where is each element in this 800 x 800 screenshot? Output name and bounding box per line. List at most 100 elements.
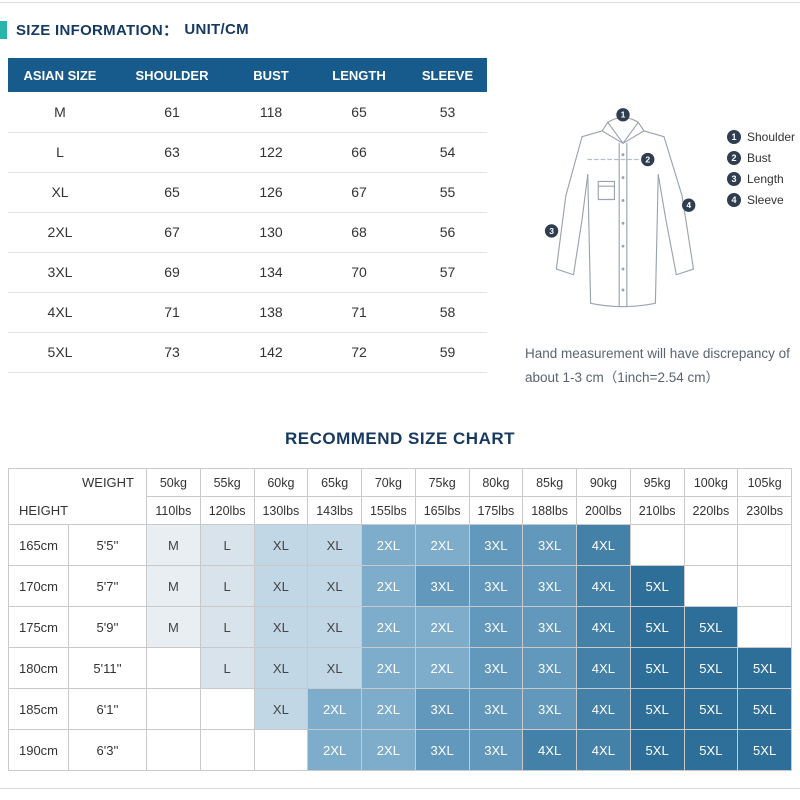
length-callout-number: 3 [549, 226, 554, 236]
length-cell: 68 [310, 212, 408, 253]
size-cell: XL [253, 606, 309, 648]
size-cell: XL [307, 565, 362, 607]
measure-legend: 1 Shoulder 2 Bust 3 Length 4 Sleeve [727, 130, 795, 214]
legend-item-bust: 2 Bust [727, 151, 795, 165]
size-cell: 2XL [361, 606, 416, 648]
size-table-header-row: ASIAN SIZE SHOULDER BUST LENGTH SLEEVE [8, 58, 487, 92]
measurement-diagram: 1 2 3 4 1 Shoulder 2 Bust 3 Length 4 Sle… [505, 100, 800, 405]
top-divider [0, 2, 800, 3]
bust-cell: 130 [232, 212, 310, 253]
shoulder-cell: 61 [112, 92, 232, 133]
size-cell: 2XL [361, 688, 416, 730]
legend-item-length: 3 Length [727, 172, 795, 186]
height-ft-cell: 5'9'' [68, 606, 147, 648]
measurement-note: Hand measurement will have discrepancy o… [525, 342, 800, 391]
size-cell: 2XL [361, 729, 416, 771]
size-cell: 3XL [522, 524, 577, 566]
size-cell: 2XL [361, 524, 416, 566]
height-axis-label: HEIGHT [19, 503, 69, 518]
size-cell: 2XL [361, 647, 416, 689]
size-cell [199, 688, 255, 730]
size-cell: 5XL [683, 606, 739, 648]
weight-axis-label: WEIGHT [82, 475, 134, 490]
height-ft-cell: 6'1'' [68, 688, 147, 730]
height-ft-cell: 5'11'' [68, 647, 147, 689]
weight-lbs-header: 155lbs [361, 496, 416, 525]
size-cell [683, 565, 739, 607]
weight-lbs-header: 130lbs [253, 496, 309, 525]
callout-badges: 1 2 3 4 [544, 108, 696, 238]
shoulder-cell: 69 [112, 252, 232, 293]
size-cell: 2XL [361, 565, 416, 607]
shirt-body [587, 174, 659, 308]
size-cell: 4XL [576, 729, 631, 771]
sleeve-cell: 59 [408, 332, 487, 373]
size-cell: L [199, 606, 255, 648]
size-cell: 5XL [629, 565, 685, 607]
shoulder-column-header: SHOULDER [112, 58, 232, 92]
size-cell [737, 565, 792, 607]
recommend-row: 190cm 6'3'' 2XL 2XL 3XL 3XL 4XL 4XL 5XL 5XL 5XL [8, 729, 792, 771]
height-ft-cell: 6'3'' [68, 729, 147, 771]
shirt-placket [618, 142, 628, 307]
sleeve-cell: 58 [408, 292, 487, 333]
weight-kg-header: 70kg [361, 468, 416, 497]
size-cell: 2XL [307, 729, 362, 771]
size-cell: 5XL [629, 729, 685, 771]
size-cell: 3XL [468, 606, 524, 648]
size-cell: 3XL [414, 688, 470, 730]
size-cell: 5XL [737, 647, 792, 689]
height-cm-cell: 180cm [8, 647, 69, 689]
bust-column-header: BUST [232, 58, 310, 92]
size-cell: M [146, 524, 201, 566]
height-cm-cell: 190cm [8, 729, 69, 771]
asian-size-cell: M [8, 92, 112, 133]
legend-4-badge-icon: 4 [727, 193, 741, 207]
length-cell: 71 [310, 292, 408, 333]
legend-2-badge-icon: 2 [727, 151, 741, 165]
weight-lbs-header: 220lbs [683, 496, 739, 525]
length-column-header: LENGTH [310, 58, 408, 92]
weight-lbs-header: 230lbs [737, 496, 792, 525]
size-table-row: 4XL 71 138 71 58 [8, 292, 487, 333]
weight-kg-header: 95kg [629, 468, 685, 497]
bust-callout-icon: 2 [641, 152, 655, 167]
shirt-left-collar [601, 121, 624, 144]
accent-bar [0, 20, 7, 39]
size-cell: 3XL [522, 565, 577, 607]
legend-3-badge-icon: 3 [727, 172, 741, 186]
bust-cell: 122 [232, 132, 310, 173]
note-line-2: about 1-3 cm（1inch=2.54 cm） [525, 370, 719, 386]
size-cell: 5XL [629, 606, 685, 648]
size-cell: M [146, 606, 201, 648]
asian-size-cell: 2XL [8, 212, 112, 253]
weight-kg-header: 75kg [414, 468, 470, 497]
size-cell [737, 524, 792, 566]
length-cell: 70 [310, 252, 408, 293]
bust-cell: 126 [232, 172, 310, 213]
weight-lbs-header: 175lbs [468, 496, 524, 525]
size-info-unit: UNIT/CM [184, 21, 249, 38]
size-info-header: SIZE INFORMATION： UNIT/CM [0, 19, 249, 40]
size-cell [146, 647, 201, 689]
size-cell: 4XL [576, 688, 631, 730]
sleeve-cell: 54 [408, 132, 487, 173]
size-cell: 3XL [414, 729, 470, 771]
size-cell: 4XL [576, 606, 631, 648]
weight-lbs-header: 143lbs [307, 496, 362, 525]
size-cell: XL [253, 647, 309, 689]
shoulder-callout-icon: 1 [616, 108, 630, 122]
recommend-row: 185cm 6'1'' XL 2XL 2XL 3XL 3XL 3XL 4XL 5XL 5XL 5XL [8, 688, 792, 730]
recommend-row: 180cm 5'11'' L XL XL 2XL 2XL 3XL 3XL 4XL 5XL 5XL 5X… [8, 647, 792, 689]
size-cell [199, 729, 255, 771]
recommend-row: 165cm 5'5'' M L XL XL 2XL 2XL 3XL 3XL 4XL [8, 524, 792, 566]
size-cell: 5XL [629, 688, 685, 730]
length-cell: 67 [310, 172, 408, 213]
bust-cell: 134 [232, 252, 310, 293]
bust-cell: 118 [232, 92, 310, 133]
height-weight-corner-cell: WEIGHT HEIGHT [8, 468, 147, 525]
size-cell [737, 606, 792, 648]
size-cell: 2XL [414, 647, 470, 689]
size-cell: 4XL [522, 729, 577, 771]
